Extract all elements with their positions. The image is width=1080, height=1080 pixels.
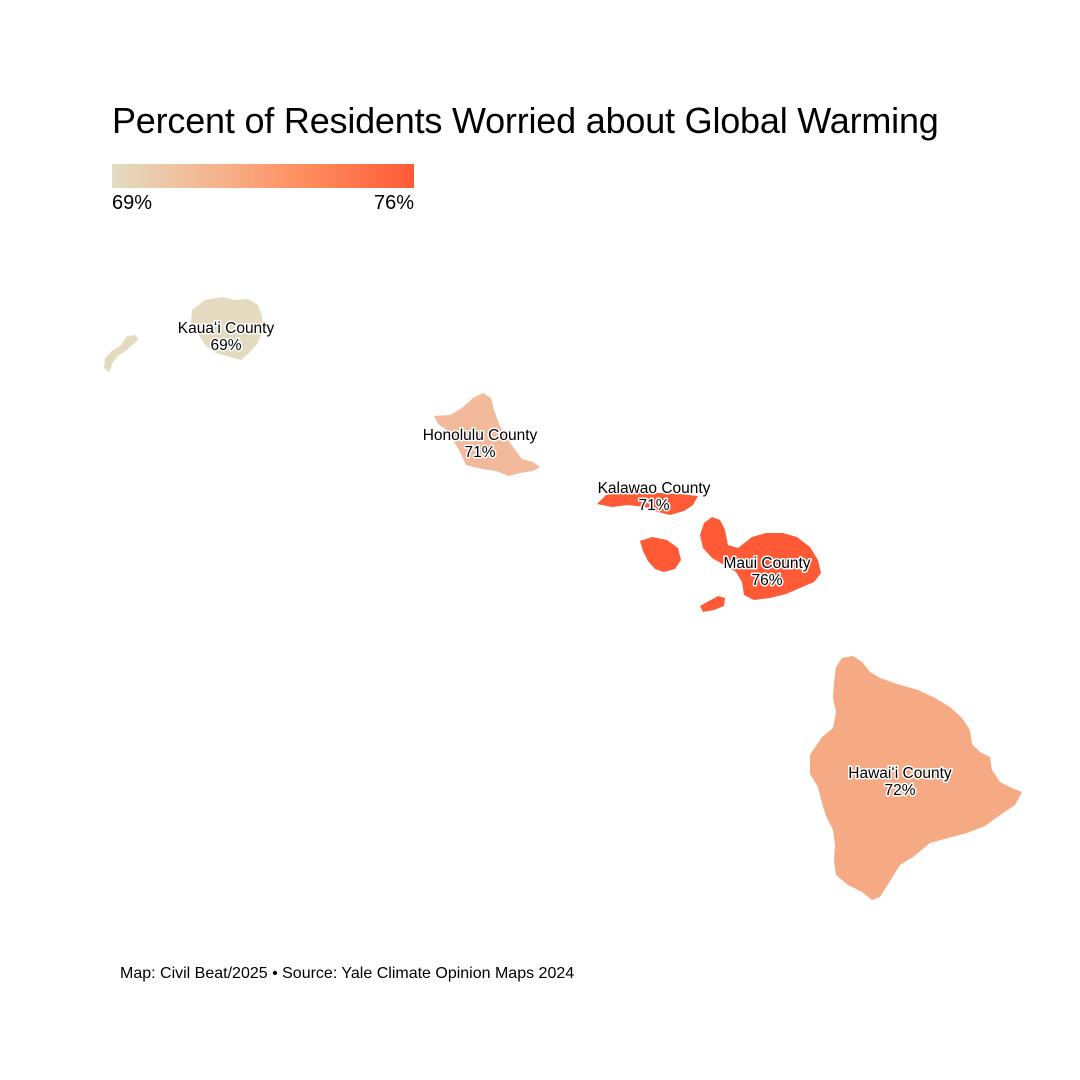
kauai-island-shape[interactable] (191, 297, 263, 360)
kahoolawe-island-shape[interactable] (700, 596, 725, 612)
color-legend: 69% 76% (112, 164, 414, 214)
county-label-hawaii-value: 72% (884, 782, 915, 799)
legend-min-label: 69% (112, 192, 153, 214)
niihau-island-shape[interactable] (104, 335, 138, 372)
county-label-maui-value: 76% (751, 572, 782, 589)
county-label-hawaii-name: Hawaiʻi County (848, 765, 952, 782)
legend-gradient-bar (112, 164, 414, 188)
county-label-maui-name: Maui County (723, 555, 810, 572)
legend-max-label: 76% (373, 192, 414, 214)
big-island-shape[interactable] (810, 656, 1022, 900)
county-label-kalawao-value: 71% (638, 497, 669, 514)
county-label-kalawao-name: Kalawao County (598, 480, 711, 497)
county-maui[interactable] (640, 517, 821, 612)
county-label-honolulu-value: 71% (464, 444, 495, 461)
county-hawaii[interactable] (810, 656, 1022, 900)
lanai-island-shape[interactable] (640, 537, 681, 572)
county-honolulu[interactable] (434, 393, 540, 476)
oahu-island-shape[interactable] (434, 393, 540, 476)
county-label-kauai-name: Kauaʻi County (178, 320, 275, 337)
county-label-kauai-value: 69% (210, 337, 241, 354)
maui-island-shape[interactable] (700, 517, 821, 600)
legend-labels: 69% 76% (112, 188, 414, 214)
county-kauai[interactable] (104, 297, 263, 372)
county-label-honolulu-name: Honolulu County (423, 427, 538, 444)
county-kalawao[interactable] (597, 492, 698, 515)
map-title: Percent of Residents Worried about Globa… (112, 100, 939, 141)
molokai-island-shape[interactable] (597, 492, 698, 515)
source-credit: Map: Civil Beat/2025 • Source: Yale Clim… (120, 965, 575, 982)
